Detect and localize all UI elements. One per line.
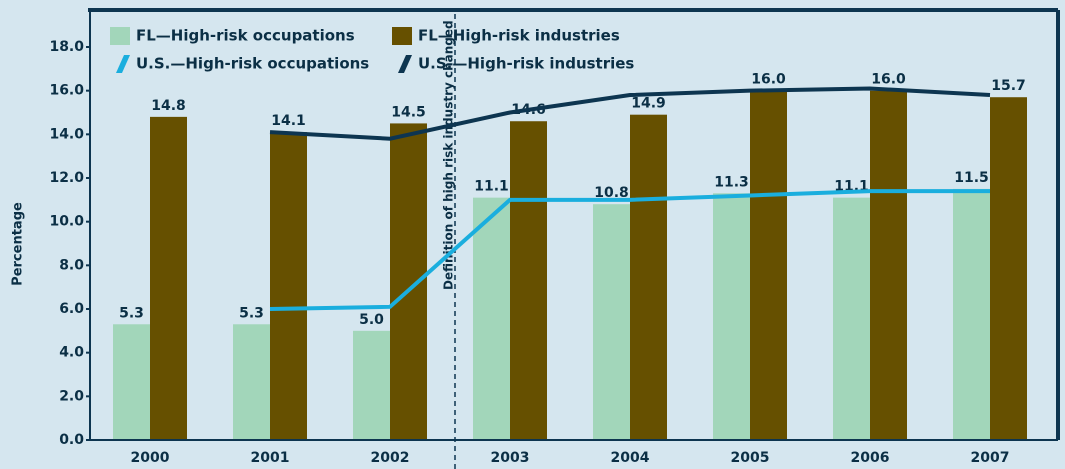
data-label: 10.8: [594, 185, 629, 201]
x-tick-label: 2002: [371, 450, 410, 466]
bar: [990, 97, 1027, 440]
legend-label: U.S.—High-risk occupations: [136, 55, 369, 73]
y-tick-label: 4.0: [59, 345, 84, 361]
x-tick-label: 2003: [491, 450, 530, 466]
data-label: 5.3: [119, 305, 144, 321]
bar: [150, 116, 187, 440]
bar: [870, 90, 907, 441]
x-tick-label: 2001: [251, 450, 290, 466]
x-tick-label: 2007: [971, 450, 1010, 466]
legend-label: FL—High-risk industries: [418, 27, 620, 45]
legend-swatch: [110, 27, 130, 45]
data-label: 14.5: [391, 104, 426, 120]
y-tick-label: 18.0: [49, 39, 84, 55]
data-label: 16.0: [871, 72, 906, 88]
data-label: 11.5: [954, 170, 989, 186]
bar: [270, 132, 307, 440]
legend-label: FL—High-risk occupations: [136, 27, 355, 45]
legend-swatch: [398, 55, 412, 73]
bar: [953, 188, 990, 440]
bar: [833, 197, 870, 440]
bar: [630, 114, 667, 440]
legend-label: U.S.—High-risk industries: [418, 55, 634, 73]
x-tick-label: 2005: [731, 450, 770, 466]
bar: [750, 90, 787, 441]
data-label: 14.8: [151, 98, 186, 114]
data-label: 14.9: [631, 96, 666, 112]
legend-swatch: [392, 27, 412, 45]
line: [269, 86, 991, 141]
data-label: 5.3: [239, 305, 264, 321]
x-tick-label: 2004: [611, 450, 650, 466]
x-tick-label: 2006: [851, 450, 890, 466]
bar: [510, 121, 547, 440]
bar: [113, 324, 150, 440]
bar: [713, 193, 750, 440]
y-tick-label: 14.0: [49, 126, 84, 142]
bar: [593, 204, 630, 440]
bar: [473, 197, 510, 440]
y-tick-label: 2.0: [59, 388, 84, 404]
y-axis-label: Percentage: [11, 202, 26, 286]
bar: [390, 123, 427, 441]
annotation: Definition of high risk industry changed: [442, 20, 456, 290]
data-label: 14.1: [271, 113, 306, 129]
data-label: 15.7: [991, 78, 1026, 94]
y-tick-label: 8.0: [59, 257, 84, 273]
bar: [353, 330, 390, 440]
y-tick-label: 10.0: [49, 214, 84, 230]
bar: [233, 324, 270, 440]
x-tick-label: 2000: [131, 450, 170, 466]
data-label: 5.0: [359, 312, 384, 328]
y-tick-label: 12.0: [49, 170, 84, 186]
data-label: 16.0: [751, 72, 786, 88]
line: [269, 189, 990, 311]
legend-swatch: [116, 55, 130, 73]
y-tick-label: 6.0: [59, 301, 84, 317]
y-tick-label: 16.0: [49, 83, 84, 99]
data-label: 11.1: [474, 179, 509, 195]
y-tick-label: 0.0: [59, 432, 84, 448]
data-label: 11.3: [714, 174, 749, 190]
